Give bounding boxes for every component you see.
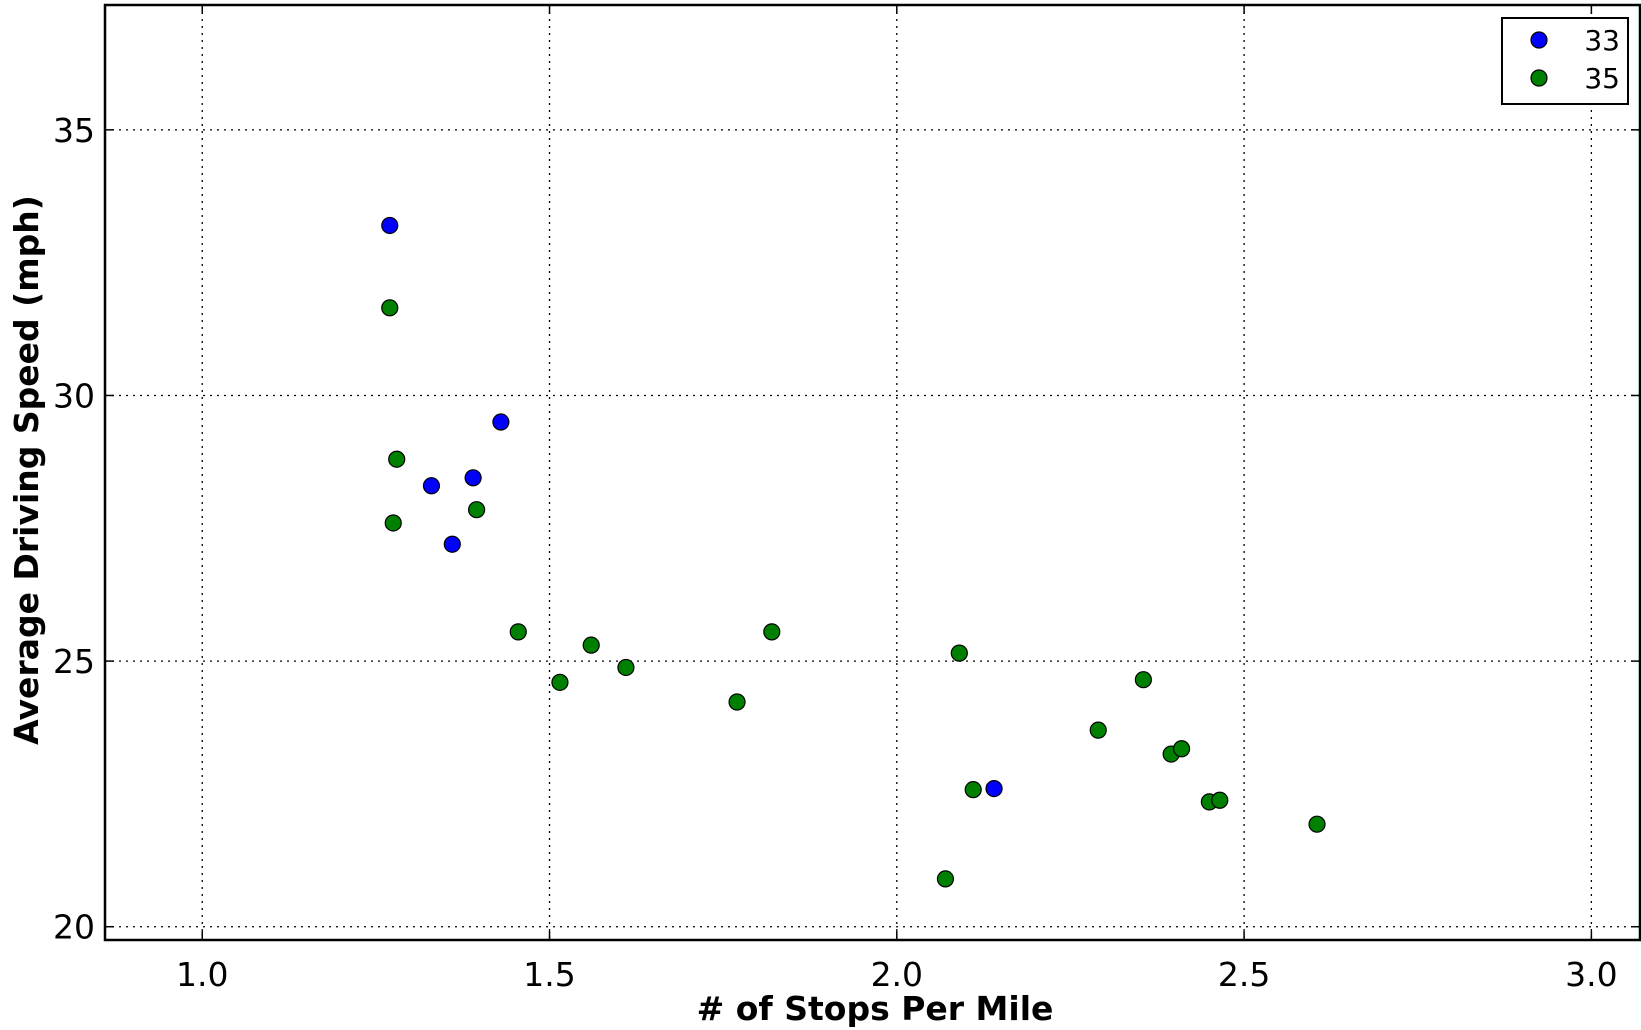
data-point-series-2: [618, 659, 634, 675]
data-point-series-2: [937, 871, 953, 887]
legend-marker-series-1: [1531, 32, 1547, 48]
y-axis-label: Average Driving Speed (mph): [7, 195, 46, 745]
data-point-series-2: [552, 674, 568, 690]
data-point-series-1: [465, 470, 481, 486]
data-point-series-2: [469, 502, 485, 518]
data-point-series-2: [1174, 741, 1190, 757]
data-point-series-1: [493, 414, 509, 430]
data-points: [382, 217, 1325, 886]
data-point-series-2: [965, 782, 981, 798]
y-tick-label: 20: [53, 908, 95, 947]
plot-frame: [105, 5, 1640, 940]
legend: 33 35: [1502, 18, 1628, 104]
data-point-series-2: [951, 645, 967, 661]
data-point-series-2: [583, 637, 599, 653]
y-tick-label: 30: [53, 376, 95, 415]
data-point-series-2: [1309, 816, 1325, 832]
legend-marker-series-2: [1531, 70, 1547, 86]
x-tick-label: 2.5: [1218, 955, 1270, 994]
data-point-series-1: [986, 781, 1002, 797]
data-point-series-2: [510, 624, 526, 640]
y-tick-label: 25: [53, 642, 95, 681]
x-tick-label: 3.0: [1565, 955, 1617, 994]
x-axis-label: # of Stops Per Mile: [697, 989, 1054, 1028]
data-point-series-2: [764, 624, 780, 640]
grid-lines: [105, 5, 1640, 940]
axis-ticks: [105, 5, 1640, 940]
data-point-series-1: [444, 536, 460, 552]
data-point-series-2: [1212, 792, 1228, 808]
legend-label-series-2: 35: [1584, 62, 1620, 95]
y-tick-label: 35: [53, 111, 95, 150]
data-point-series-2: [1090, 722, 1106, 738]
x-tick-label: 1.5: [523, 955, 575, 994]
data-point-series-2: [385, 515, 401, 531]
data-point-series-1: [382, 217, 398, 233]
data-point-series-2: [1135, 672, 1151, 688]
legend-label-series-1: 33: [1584, 24, 1620, 57]
data-point-series-2: [729, 694, 745, 710]
data-point-series-2: [382, 300, 398, 316]
data-point-series-1: [423, 478, 439, 494]
data-point-series-2: [389, 451, 405, 467]
x-tick-label: 1.0: [176, 955, 228, 994]
